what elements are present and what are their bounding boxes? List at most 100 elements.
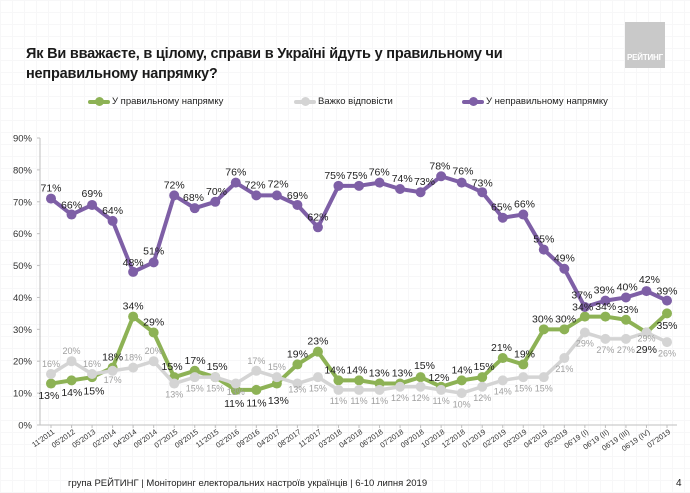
legend-label: У неправильному напрямку: [486, 96, 608, 107]
data-label: 13%: [392, 368, 413, 380]
chart-legend: У правильному напрямку Важко відповісти …: [0, 96, 690, 112]
data-label: 37%: [571, 289, 592, 301]
data-label: 66%: [61, 200, 82, 212]
data-label: 72%: [164, 179, 185, 191]
logo-text: РЕЙТИНГ: [627, 53, 663, 62]
data-label: 12%: [473, 393, 491, 403]
data-label: 69%: [82, 188, 103, 200]
data-point: [107, 215, 118, 226]
data-label: 39%: [656, 286, 677, 298]
data-point: [641, 327, 652, 338]
data-point: [538, 324, 549, 335]
data-label: 13%: [268, 395, 289, 407]
data-label: 14%: [324, 364, 345, 376]
y-tick-label: 60%: [13, 229, 33, 240]
data-label: 66%: [514, 199, 535, 211]
legend-item-hard-to-say: Важко відповісти: [294, 96, 393, 107]
data-label: 16%: [83, 359, 101, 369]
data-point: [579, 327, 590, 338]
y-tick-label: 70%: [13, 197, 33, 208]
data-label: 29%: [143, 317, 164, 329]
data-point: [559, 353, 570, 364]
data-label: 21%: [491, 342, 512, 354]
data-point: [87, 368, 98, 379]
data-label: 73%: [414, 176, 435, 188]
data-point: [189, 372, 200, 383]
data-point: [354, 384, 364, 395]
data-point: [620, 292, 631, 303]
data-point: [662, 308, 672, 319]
data-point: [128, 266, 139, 277]
data-label: 48%: [123, 257, 144, 269]
footer-text: група РЕЙТИНГ | Моніторинг електоральних…: [68, 478, 428, 489]
data-label: 13%: [165, 390, 183, 400]
data-label: 15%: [514, 383, 532, 393]
data-label: 14%: [494, 387, 512, 397]
data-label: 71%: [40, 183, 61, 195]
data-label: 69%: [287, 190, 308, 202]
data-label: 78%: [429, 160, 450, 172]
data-point: [538, 372, 549, 383]
data-point: [374, 384, 385, 395]
data-point: [333, 375, 344, 386]
data-point: [518, 372, 529, 383]
data-label: 51%: [143, 245, 164, 257]
data-point: [538, 244, 549, 255]
data-label: 17%: [104, 375, 122, 385]
rating-logo: РЕЙТИНГ: [625, 22, 665, 68]
data-point: [600, 311, 611, 322]
legend-label: Важко відповісти: [318, 96, 393, 107]
data-label: 20%: [63, 346, 81, 356]
data-point: [620, 333, 631, 344]
data-label: 29%: [576, 339, 594, 349]
data-label: 15%: [186, 383, 204, 393]
data-label: 65%: [491, 202, 512, 214]
data-label: 18%: [102, 352, 123, 364]
data-point: [148, 327, 159, 338]
data-label: 64%: [102, 205, 123, 217]
data-point: [189, 203, 200, 214]
data-label: 17%: [185, 355, 206, 367]
data-point: [107, 365, 118, 376]
data-label: 30%: [555, 313, 576, 325]
data-point: [312, 222, 323, 233]
data-label: 15%: [309, 383, 327, 393]
data-point: [292, 359, 303, 370]
data-label: 13%: [369, 368, 390, 380]
data-label: 15%: [535, 383, 553, 393]
data-label: 15%: [474, 361, 495, 373]
data-point: [395, 381, 406, 392]
data-label: 14%: [61, 387, 82, 399]
data-point: [477, 187, 488, 198]
data-label: 70%: [206, 186, 227, 198]
data-label: 12%: [391, 393, 409, 403]
data-point: [641, 286, 652, 297]
data-point: [66, 356, 77, 367]
data-label: 23%: [307, 336, 328, 348]
data-label: 76%: [369, 167, 390, 179]
data-point: [395, 184, 406, 195]
data-label: 15%: [206, 383, 224, 393]
data-point: [579, 302, 590, 313]
data-label: 55%: [533, 234, 554, 246]
data-point: [354, 180, 364, 191]
data-point: [312, 346, 323, 357]
data-label: 14%: [451, 364, 472, 376]
data-point: [456, 388, 467, 399]
data-point: [497, 375, 508, 386]
y-tick-label: 0%: [18, 421, 32, 432]
data-label: 74%: [392, 173, 413, 185]
legend-swatch-green: [88, 96, 110, 106]
data-point: [559, 263, 570, 274]
data-point: [148, 257, 159, 268]
data-point: [271, 190, 282, 201]
data-label: 11%: [224, 398, 244, 410]
page-number: 4: [676, 478, 682, 489]
data-label: 68%: [183, 192, 204, 204]
data-point: [456, 177, 467, 188]
data-label: 39%: [594, 285, 615, 297]
data-point: [169, 190, 180, 201]
data-point: [518, 359, 529, 370]
